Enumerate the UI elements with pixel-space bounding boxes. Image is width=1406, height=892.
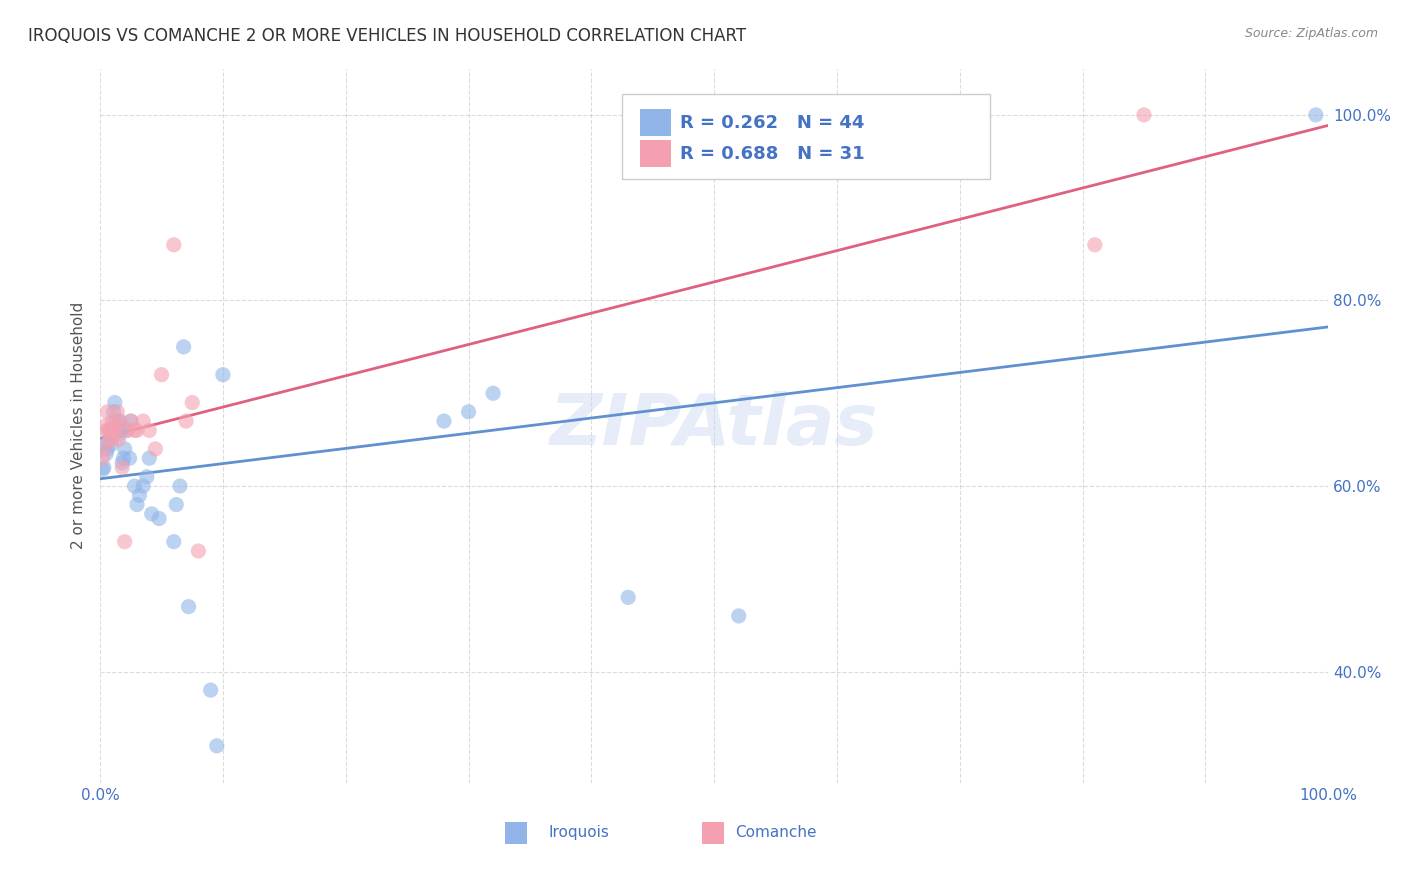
Point <box>125 423 148 437</box>
Point <box>101 414 124 428</box>
Point <box>103 423 125 437</box>
Point <box>91 462 114 476</box>
Point <box>138 423 160 437</box>
Text: R = 0.688   N = 31: R = 0.688 N = 31 <box>679 145 865 162</box>
Point <box>187 544 209 558</box>
Point <box>97 423 120 437</box>
Point <box>181 395 204 409</box>
Point <box>100 437 122 451</box>
Point <box>128 488 150 502</box>
Text: Comanche: Comanche <box>735 825 817 840</box>
Point <box>120 414 142 428</box>
Point <box>120 414 142 428</box>
Point <box>118 451 141 466</box>
Point <box>114 442 136 456</box>
Point <box>107 433 129 447</box>
Point <box>150 368 173 382</box>
Point <box>108 414 131 428</box>
Point <box>165 498 187 512</box>
Point <box>111 456 134 470</box>
Point <box>98 433 121 447</box>
Point <box>97 433 120 447</box>
Point <box>177 599 200 614</box>
Point <box>101 428 124 442</box>
Point <box>110 423 132 437</box>
Point <box>135 469 157 483</box>
Point <box>104 423 127 437</box>
Point <box>108 414 131 428</box>
Point <box>200 683 222 698</box>
Point <box>98 423 121 437</box>
Point <box>174 414 197 428</box>
Text: Iroquois: Iroquois <box>548 825 609 840</box>
Point <box>163 237 186 252</box>
Text: IROQUOIS VS COMANCHE 2 OR MORE VEHICLES IN HOUSEHOLD CORRELATION CHART: IROQUOIS VS COMANCHE 2 OR MORE VEHICLES … <box>28 27 747 45</box>
Point <box>457 405 479 419</box>
Point <box>105 414 128 428</box>
Point <box>105 418 128 433</box>
Point <box>107 428 129 442</box>
Point <box>125 498 148 512</box>
Point <box>112 451 135 466</box>
Point <box>91 451 114 466</box>
Point <box>93 442 115 456</box>
FancyBboxPatch shape <box>641 140 671 167</box>
Point <box>104 395 127 409</box>
Point <box>205 739 228 753</box>
Point <box>132 479 155 493</box>
Point <box>124 423 146 437</box>
Point <box>148 511 170 525</box>
Point <box>115 423 138 437</box>
Point <box>617 591 640 605</box>
Point <box>212 368 235 382</box>
Point <box>727 609 749 624</box>
Text: ZIPAtlas: ZIPAtlas <box>550 392 879 460</box>
Point <box>169 479 191 493</box>
Point <box>1305 108 1327 122</box>
Point <box>145 442 167 456</box>
FancyBboxPatch shape <box>505 822 527 844</box>
Point <box>132 414 155 428</box>
Point <box>1084 237 1107 252</box>
Point <box>94 437 117 451</box>
Point <box>173 340 195 354</box>
Text: Source: ZipAtlas.com: Source: ZipAtlas.com <box>1244 27 1378 40</box>
Y-axis label: 2 or more Vehicles in Household: 2 or more Vehicles in Household <box>72 302 86 549</box>
Point <box>94 418 117 433</box>
Point <box>100 433 122 447</box>
Point <box>114 534 136 549</box>
Point <box>93 460 115 475</box>
Point <box>96 423 118 437</box>
Point <box>141 507 163 521</box>
Point <box>1133 108 1156 122</box>
Point <box>105 423 128 437</box>
Point <box>115 423 138 437</box>
Point <box>482 386 505 401</box>
Point <box>96 405 118 419</box>
Point <box>138 451 160 466</box>
Point <box>163 534 186 549</box>
Point <box>105 405 128 419</box>
Point <box>96 442 118 456</box>
Point <box>111 460 134 475</box>
Point <box>96 446 118 460</box>
Point <box>103 405 125 419</box>
Point <box>433 414 456 428</box>
FancyBboxPatch shape <box>702 822 724 844</box>
Point <box>124 479 146 493</box>
FancyBboxPatch shape <box>621 94 990 179</box>
Text: R = 0.262   N = 44: R = 0.262 N = 44 <box>679 114 865 132</box>
FancyBboxPatch shape <box>641 109 671 136</box>
